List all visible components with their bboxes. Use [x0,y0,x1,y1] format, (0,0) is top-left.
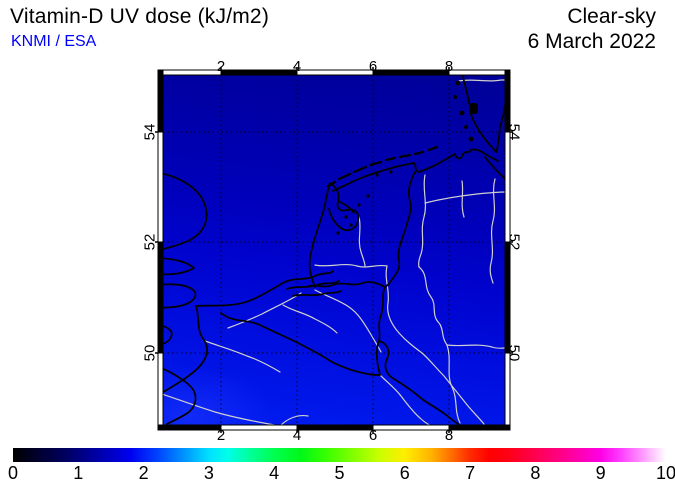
islands-layer [336,80,478,235]
colorbar-label: 9 [595,463,606,483]
axis-label-bottom: 8 [444,427,454,444]
condition-label: Clear-sky [567,5,656,28]
colorbar-label: 6 [399,463,410,483]
map-geography [155,67,513,433]
axis-label-top: 8 [444,58,454,75]
axis-label-bottom: 2 [216,427,226,444]
colorbar-label: 2 [138,463,149,483]
axis-label-bottom: 4 [292,427,302,444]
axis-ticks [155,67,513,433]
axis-label-left: 50 [141,344,159,362]
colorbar-label: 1 [73,463,84,483]
axis-label-right: 50 [505,344,523,362]
colorbar-label: 0 [7,463,19,483]
page-title: Vitamin-D UV dose (kJ/m2) [10,5,270,28]
axis-label-bottom: 6 [368,427,378,444]
colorbar [13,448,666,462]
map-frame [157,69,511,431]
colorbar-label: 3 [203,463,214,483]
axis-label-right: 52 [505,233,523,251]
colorbar-label: 10 [655,463,675,483]
axis-label-top: 6 [368,58,378,75]
colorbar-label: 4 [269,463,280,483]
graticule [163,75,505,425]
date-label: 6 March 2022 [527,30,656,53]
rivers-borders-layer [163,79,505,425]
coastline-layer [163,75,505,425]
axis-label-top: 4 [292,58,302,75]
axis-label-left: 54 [141,123,159,141]
axis-label-right: 54 [505,123,523,141]
axis-label-left: 52 [141,233,159,251]
colorbar-label: 5 [334,463,345,483]
map-dose-field [163,75,505,425]
source-label: KNMI / ESA [11,33,97,50]
colorbar-label: 7 [465,463,476,483]
colorbar-label: 8 [530,463,541,483]
axis-label-top: 2 [216,58,226,75]
